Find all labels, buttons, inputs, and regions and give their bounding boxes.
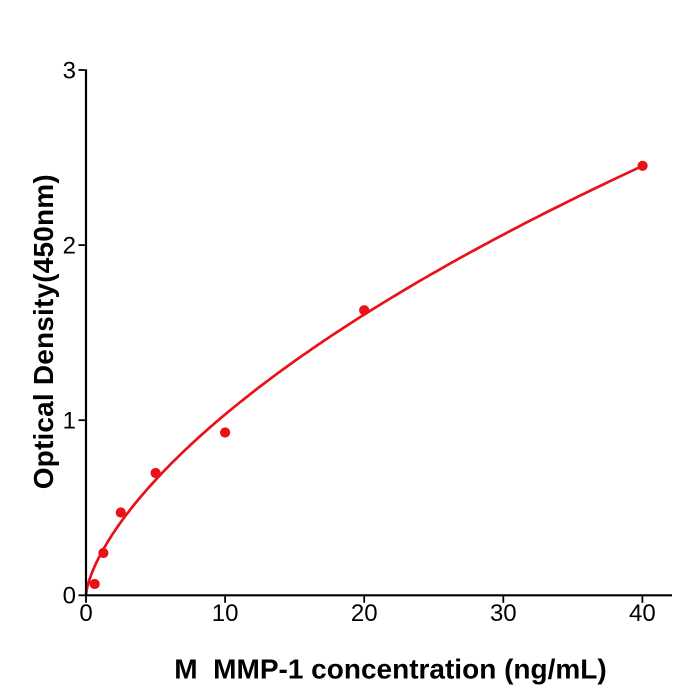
- svg-text:10: 10: [212, 600, 239, 627]
- svg-text:3: 3: [63, 57, 76, 84]
- svg-text:0: 0: [79, 600, 92, 627]
- svg-text:30: 30: [490, 600, 517, 627]
- svg-text:40: 40: [629, 600, 656, 627]
- svg-text:20: 20: [351, 600, 378, 627]
- svg-text:0: 0: [63, 583, 76, 610]
- svg-text:1: 1: [63, 408, 76, 435]
- svg-text:2: 2: [63, 233, 76, 260]
- svg-text:M MMP-1 concentration (ng/mL): M MMP-1 concentration (ng/mL): [174, 653, 606, 684]
- svg-text:Optical Density(450nm): Optical Density(450nm): [28, 174, 59, 489]
